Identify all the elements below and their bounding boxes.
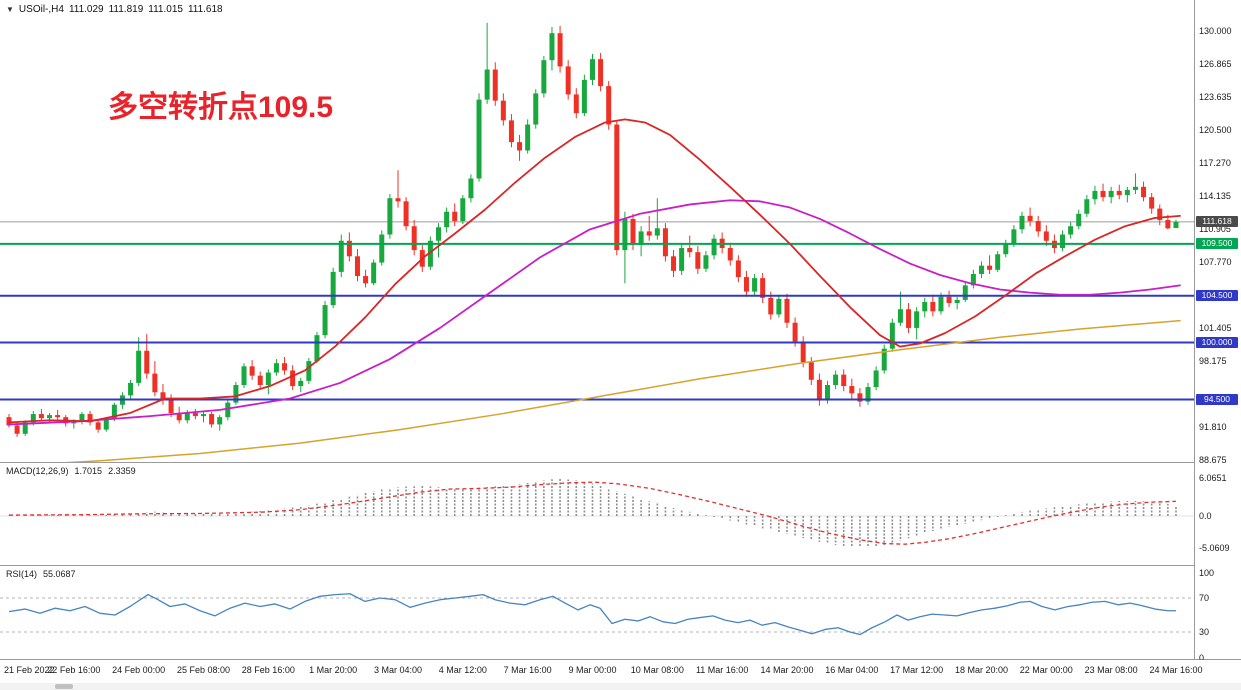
time-axis-label: 23 Mar 08:00 (1084, 665, 1138, 675)
price-chart-canvas[interactable] (0, 0, 1194, 462)
time-axis-label: 22 Mar 00:00 (1019, 665, 1073, 675)
time-axis-label: 24 Mar 16:00 (1149, 665, 1203, 675)
time-axis-label: 11 Mar 16:00 (695, 665, 749, 675)
time-axis-label: 10 Mar 08:00 (630, 665, 684, 675)
time-axis-label: 24 Feb 00:00 (112, 665, 166, 675)
scrollbar-track[interactable] (0, 683, 1241, 690)
rsi-level-lines (0, 597, 1194, 633)
macd-signal-line (8, 481, 1177, 545)
rsi-axis-label: 70 (1199, 593, 1210, 603)
time-axis[interactable]: 21 Feb 2022 22 Feb 16:00 24 Feb 00:00 25 Fe… (0, 660, 1241, 682)
rsi-line (8, 593, 1176, 636)
ohlc-high-value: 111.819 (108, 4, 144, 15)
price-axis-label: 120.500 (1199, 124, 1232, 135)
ohlc-open-value: 111.029 (68, 4, 104, 15)
chevron-down-icon[interactable]: ▼ (6, 5, 14, 14)
price-axis-label: 114.135 (1199, 190, 1231, 201)
price-axis-label: 98.175 (1199, 356, 1227, 367)
price-level-tag: 100.000 (1196, 336, 1238, 348)
price-axis-label: 126.865 (1199, 58, 1232, 69)
time-axis-label: 21 Feb 2022 (4, 665, 55, 675)
macd-histogram (8, 478, 1177, 548)
time-axis-label: 22 Feb 16:00 (47, 665, 101, 675)
panel-separator (0, 659, 1241, 660)
rsi-indicator-label: RSI(14) 55.0687 (6, 569, 82, 579)
ma-fast-line (8, 118, 1181, 424)
macd-axis-label: 6.0651 (1199, 472, 1227, 483)
price-level-tag: 109.500 (1196, 238, 1238, 250)
rsi-panel-canvas[interactable] (0, 566, 1194, 659)
chart-header: ▼ USOil-,H4 111.029 111.819 111.015 111.618 (6, 4, 228, 15)
time-axis-label: 9 Mar 00:00 (568, 665, 617, 675)
time-axis-label: 4 Mar 12:00 (438, 665, 487, 675)
time-axis-label: 18 Mar 20:00 (954, 665, 1008, 675)
time-axis-label: 16 Mar 04:00 (825, 665, 879, 675)
annotation-text: 多空转折点109.5 (108, 91, 334, 124)
time-axis-label: 7 Mar 16:00 (503, 665, 552, 675)
rsi-axis-label: 30 (1199, 627, 1210, 637)
rsi-axis-label: 0 (1199, 652, 1205, 663)
ohlc-low-value: 111.015 (148, 4, 183, 15)
panel-separator[interactable] (0, 565, 1241, 566)
macd-panel-canvas[interactable] (0, 463, 1194, 565)
symbol-timeframe-label: USOil-,H4 (18, 4, 64, 15)
price-axis-separator (1194, 0, 1195, 659)
macd-axis-label: 0.0 (1199, 511, 1212, 521)
panel-separator[interactable] (0, 462, 1241, 463)
price-axis-label: 107.770 (1199, 256, 1232, 267)
time-axis-label: 1 Mar 20:00 (309, 665, 358, 675)
macd-name: MACD(12,26,9) (6, 466, 69, 476)
price-level-tag: 94.500 (1196, 394, 1238, 406)
time-axis-label: 3 Mar 04:00 (373, 665, 422, 675)
price-axis[interactable]: 130.000 126.865 123.635 120.500 117.270 114.1… (1195, 0, 1241, 663)
macd-main-value: 1.7015 (74, 466, 103, 476)
macd-signal-value: 2.3359 (108, 466, 136, 476)
time-axis-label: 25 Feb 08:00 (176, 665, 231, 675)
price-level-tag: 104.500 (1196, 290, 1238, 302)
macd-indicator-label: MACD(12,26,9) 1.7015 2.3359 (6, 466, 142, 476)
scrollbar-handle[interactable] (55, 684, 73, 689)
bid-price-tag: 111.618 (1196, 216, 1238, 228)
macd-axis-label: -5.0609 (1199, 542, 1230, 553)
price-axis-label: 101.405 (1199, 322, 1232, 333)
price-axis-label: 88.675 (1199, 454, 1227, 465)
time-axis-label: 17 Mar 12:00 (890, 665, 944, 675)
ma-mid-line (8, 199, 1181, 426)
price-axis-label: 110.905 (1199, 224, 1231, 235)
time-axis-label: 14 Mar 20:00 (760, 665, 814, 675)
rsi-axis-label: 100 (1199, 567, 1215, 578)
price-axis-label: 117.270 (1199, 158, 1231, 169)
price-axis-label: 130.000 (1199, 26, 1232, 37)
price-axis-label: 91.810 (1199, 422, 1227, 433)
ohlc-close-value: 111.618 (187, 4, 223, 15)
rsi-name: RSI(14) (6, 569, 38, 579)
time-axis-label: 28 Feb 16:00 (241, 665, 295, 675)
rsi-value: 55.0687 (43, 569, 76, 579)
ma-slow-line (64, 319, 1181, 462)
price-axis-label: 123.635 (1199, 92, 1232, 103)
